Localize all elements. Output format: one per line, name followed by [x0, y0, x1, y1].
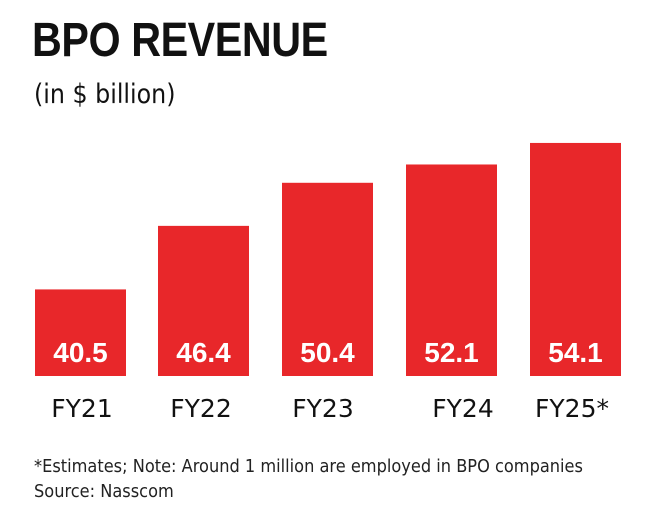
bar-fy22 [158, 225, 249, 376]
category-label: FY22 [170, 394, 231, 423]
value-label: 52.1 [424, 337, 479, 368]
bar-fy25 [530, 142, 621, 376]
source-note: Source: Nasscom [34, 481, 174, 502]
footnote: *Estimates; Note: Around 1 million are e… [34, 456, 583, 477]
value-label: 54.1 [548, 337, 603, 368]
category-label: FY25* [535, 394, 609, 423]
value-label: 50.4 [300, 337, 355, 368]
chart-title: BPO REVENUE [32, 14, 328, 67]
category-label: FY21 [51, 394, 112, 423]
bar-fy23 [282, 182, 373, 376]
value-labels-group: 40.5 46.4 50.4 52.1 54.1 [53, 337, 603, 368]
category-labels-group: FY21 FY22 FY23 FY24 FY25* [51, 394, 609, 423]
category-label: FY23 [292, 394, 353, 423]
bar-fy21 [35, 289, 126, 376]
category-label: FY24 [432, 394, 493, 423]
value-label: 46.4 [176, 337, 231, 368]
value-label: 40.5 [53, 337, 108, 368]
bar-fy24 [406, 164, 497, 376]
bars-group [35, 142, 621, 376]
chart-subtitle: (in $ billion) [34, 79, 176, 110]
